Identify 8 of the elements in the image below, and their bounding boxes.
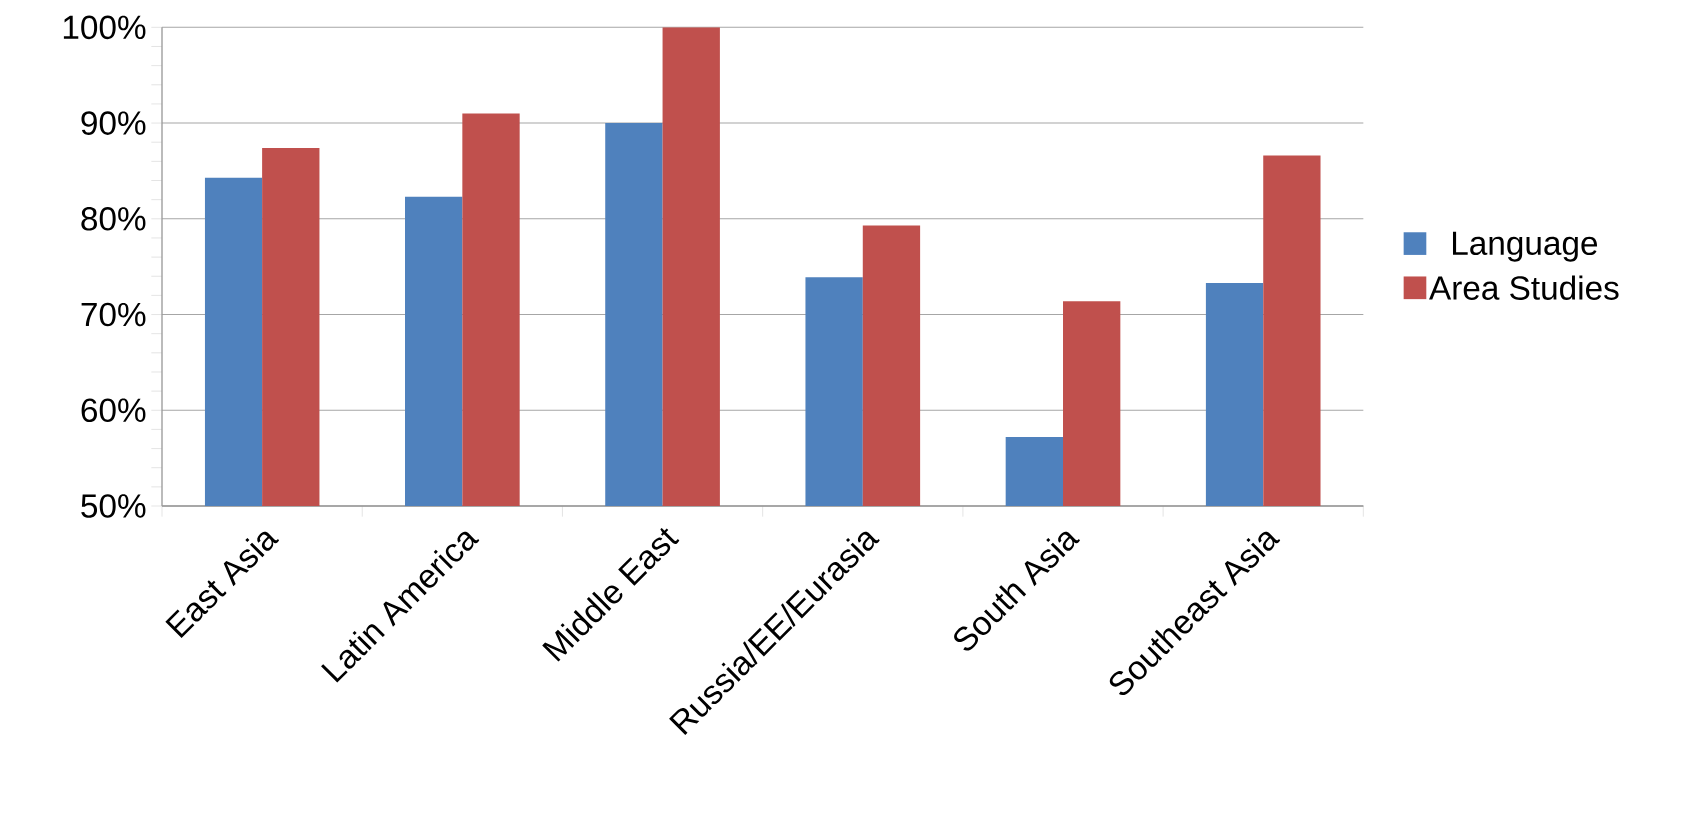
legend-label: Area Studies (1429, 275, 1619, 300)
y-tick-label: 70% (81, 302, 146, 327)
legend-label: Language (1452, 231, 1598, 262)
y-tick-label: 50% (81, 494, 146, 518)
y-tick-label: 100% (63, 15, 146, 40)
y-tick-label: 60% (81, 398, 146, 423)
y-tick-label: 80% (81, 207, 146, 231)
y-tick-label: 90% (81, 111, 146, 135)
